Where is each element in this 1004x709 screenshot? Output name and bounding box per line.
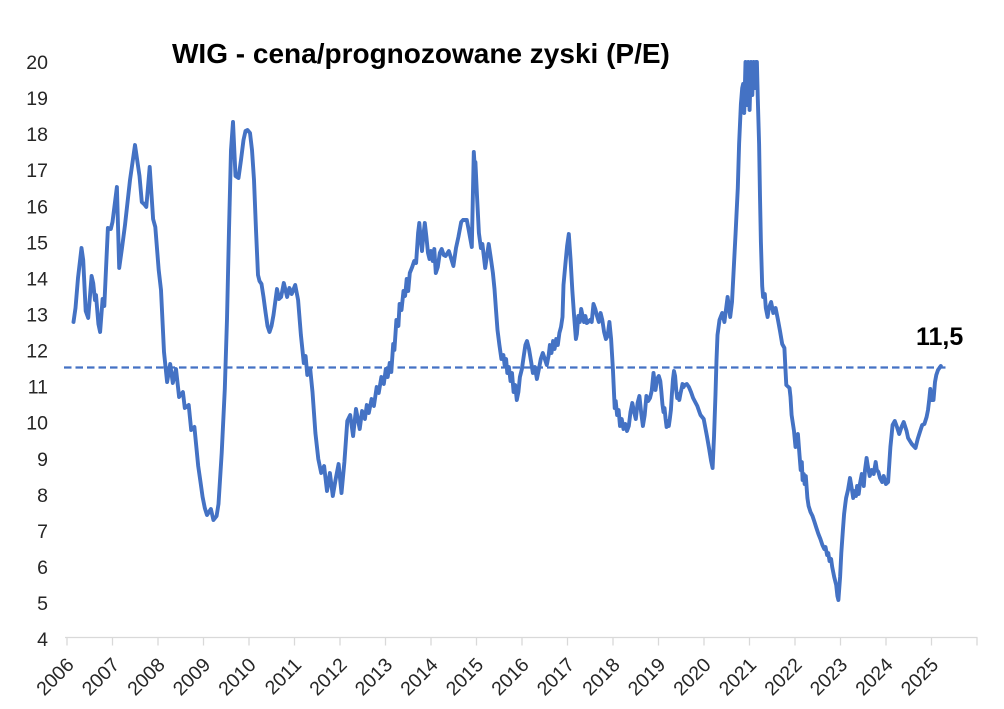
svg-text:8: 8 — [37, 485, 48, 507]
svg-text:WIG - cena/prognozowane zyski: WIG - cena/prognozowane zyski (P/E) — [172, 38, 670, 69]
svg-text:14: 14 — [26, 268, 48, 290]
svg-text:12: 12 — [26, 341, 48, 363]
svg-text:5: 5 — [37, 593, 48, 615]
svg-text:17: 17 — [26, 160, 48, 182]
svg-text:10: 10 — [26, 413, 48, 435]
svg-text:9: 9 — [37, 449, 48, 471]
svg-text:15: 15 — [26, 232, 48, 254]
svg-text:18: 18 — [26, 124, 48, 146]
svg-text:16: 16 — [26, 196, 48, 218]
svg-text:11: 11 — [28, 377, 48, 399]
svg-text:11,5: 11,5 — [916, 323, 963, 351]
svg-text:13: 13 — [26, 304, 48, 326]
svg-text:6: 6 — [37, 557, 48, 579]
svg-text:7: 7 — [37, 521, 48, 543]
svg-text:4: 4 — [37, 629, 48, 651]
svg-text:19: 19 — [26, 88, 48, 110]
svg-text:20: 20 — [26, 52, 48, 74]
